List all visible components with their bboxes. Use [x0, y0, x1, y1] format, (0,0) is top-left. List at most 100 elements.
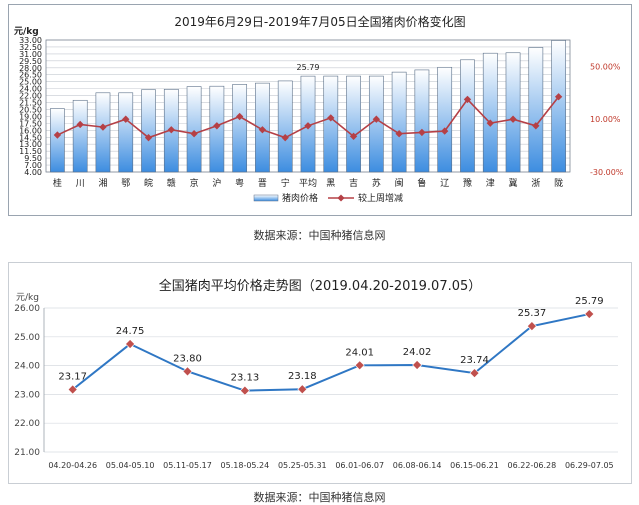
change-point [304, 122, 312, 130]
chart2-y-tick: 21.00 [14, 448, 40, 458]
change-point [509, 115, 517, 123]
change-point [213, 122, 221, 130]
line-chart: 全国猪肉平均价格走势图（2019.04.20-2019.07.05） 元/kg 21… [8, 262, 632, 484]
price-data-label: 23.18 [288, 371, 317, 382]
chart2-frame [8, 262, 632, 484]
chart1-x-tick: 宁 [281, 177, 290, 189]
chart1-x-tick: 沪 [212, 177, 221, 189]
chart1-y-tick: 11.50 [19, 147, 42, 156]
price-bar [346, 75, 361, 173]
price-data-label: 23.74 [460, 355, 489, 366]
chart2-x-tick: 06.01-06.07 [335, 461, 384, 470]
chart1-x-tick: 豫 [463, 177, 472, 189]
price-bar [368, 75, 384, 173]
chart1-x-tick: 鲁 [417, 177, 426, 189]
chart2-x-tick: 05.25-05.31 [278, 461, 327, 470]
chart1-x-tick: 皖 [144, 177, 153, 189]
change-point [258, 126, 267, 134]
chart2-x-tick: 06.08-06.14 [393, 461, 442, 470]
price-point [412, 360, 423, 370]
change-point [349, 132, 358, 141]
price-bar [460, 59, 475, 173]
change-point [53, 131, 62, 139]
chart2-x-tick: 05.18-05.24 [221, 461, 270, 470]
source-note-top: 数据来源：中国种猪信息网 [253, 229, 386, 242]
chart1-y-tick: 33.00 [19, 36, 42, 45]
average-value-label: 25.79 [297, 63, 320, 72]
chart1-x-tick: 苏 [372, 177, 381, 189]
source-note-bottom: 数据来源：中国种猪信息网 [253, 491, 386, 504]
price-data-label: 23.80 [173, 353, 202, 364]
chart1-x-tick: 平均 [299, 177, 317, 189]
change-point [76, 120, 84, 129]
price-data-label: 24.01 [345, 347, 374, 358]
chart1-y-tick: 32.50 [19, 43, 42, 52]
price-point [469, 368, 480, 379]
chart1-x-tick: 吉 [349, 178, 358, 189]
chart1-x-tick: 津 [486, 178, 495, 189]
chart1-x-tick: 闽 [395, 177, 404, 189]
price-point [67, 384, 78, 395]
chart2-y-tick: 24.00 [14, 362, 40, 372]
chart1-x-tick: 鄂 [121, 178, 130, 189]
chart2-y-tick: 26.00 [14, 304, 40, 314]
chart1-x-tick: 辽 [440, 178, 449, 189]
price-bar [551, 40, 566, 173]
chart1-y-tick: 22.00 [19, 92, 42, 101]
chart2-y-tick: 25.00 [14, 333, 40, 343]
change-point [463, 95, 472, 104]
chart2-x-tick: 06.29-07.05 [565, 461, 614, 470]
chart1-y-tick: 4.00 [24, 168, 42, 177]
price-bar [232, 84, 248, 173]
change-point [190, 130, 198, 138]
price-point [297, 384, 308, 395]
chart2-y-unit: 元/kg [16, 293, 39, 303]
price-trend-line [72, 313, 590, 392]
change-point [395, 130, 403, 138]
chart1-y-tick: 20.50 [19, 105, 42, 114]
chart1-x-tick: 赣 [167, 177, 176, 189]
chart1-x-tick: 陇 [554, 177, 563, 189]
price-bar [505, 52, 521, 173]
price-bar [50, 108, 65, 173]
change-point [372, 115, 381, 123]
change-point [441, 127, 449, 135]
chart2-x-tick: 06.22-06.28 [508, 461, 557, 470]
price-bar [528, 47, 544, 173]
price-bar [414, 69, 430, 173]
price-data-label: 24.02 [403, 347, 432, 358]
price-point [354, 360, 365, 371]
chart2-x-tick: 05.11-05.17 [163, 461, 212, 470]
chart1-y-unit: 元/kg [14, 26, 39, 37]
chart1-x-tick: 桂 [53, 177, 62, 189]
chart1-x-tick: 湘 [98, 177, 107, 189]
chart1-right-tick: 50.00% [590, 62, 621, 71]
change-point [554, 93, 563, 101]
line-chart-panel: 全国猪肉平均价格走势图（2019.04.20-2019.07.05） 元/kg 21… [8, 262, 632, 484]
price-data-label: 25.79 [575, 296, 604, 307]
change-point [122, 115, 130, 123]
price-data-label: 23.13 [231, 373, 260, 384]
chart1-y-tick: 16.00 [19, 126, 42, 135]
price-point [526, 321, 537, 332]
chart1-y-tick: 7.00 [24, 161, 42, 170]
price-bar [437, 66, 453, 173]
price-bar [72, 99, 88, 173]
chart2-x-tick: 05.04-05.10 [106, 461, 155, 470]
price-bar [482, 52, 498, 173]
chart1-y-tick: 24.00 [19, 85, 42, 94]
price-bar [186, 86, 202, 173]
chart1-x-tick: 川 [76, 179, 85, 189]
chart1-x-tick: 晋 [258, 178, 267, 189]
price-bar [277, 80, 293, 173]
price-point [125, 339, 136, 349]
chart1-x-tick: 浙 [531, 177, 540, 189]
chart1-right-tick: 10.00% [590, 115, 621, 124]
chart2-x-tick: 06.15-06.21 [450, 461, 499, 470]
price-point [182, 366, 193, 377]
change-point [486, 119, 494, 127]
change-point [235, 112, 244, 121]
chart2-title: 全国猪肉平均价格走势图（2019.04.20-2019.07.05） [159, 278, 482, 294]
bar-chart-panel: 2019年6月29日-2019年7月05日全国猪肉价格变化图 元/kg 4.00 7.… [8, 4, 632, 216]
